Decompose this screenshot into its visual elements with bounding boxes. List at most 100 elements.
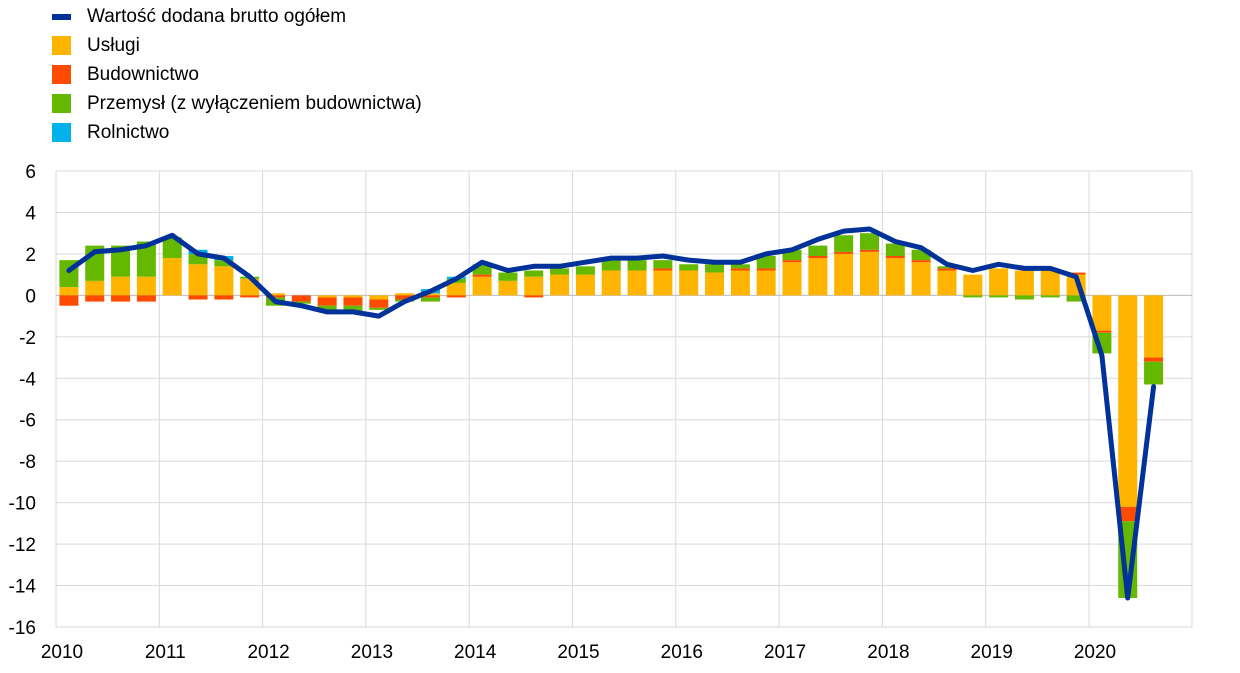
legend-color-swatch (52, 123, 71, 142)
bar-segment (1014, 270, 1034, 296)
bar-segment (575, 274, 595, 296)
bar-segment (317, 295, 337, 298)
bar-segment (1066, 295, 1086, 302)
bar-segment (859, 249, 879, 252)
x-tick-label: 2010 (41, 642, 83, 663)
x-tick-label: 2011 (145, 642, 186, 663)
bar-segment (188, 295, 208, 300)
bar-segment (472, 276, 492, 296)
bar-segment (136, 276, 156, 296)
y-tick-label: -4 (19, 369, 36, 390)
bar-segment (834, 235, 854, 252)
bar-segment (1040, 270, 1060, 296)
bar-segment (937, 270, 957, 296)
bar-segment (395, 293, 415, 296)
bar-segment (1144, 357, 1164, 362)
bar-segment (266, 293, 286, 296)
x-tick-label: 2015 (557, 642, 599, 663)
bar-segment (989, 268, 1009, 296)
bar-segment (111, 245, 131, 277)
legend-color-swatch (52, 65, 71, 84)
bar-segment (808, 258, 828, 296)
plot-frame (55, 170, 1193, 628)
legend-color-swatch (52, 36, 71, 55)
bar-segment (989, 295, 1009, 298)
bar-segment (291, 301, 311, 304)
bar-segment (963, 295, 983, 298)
bar-segment (188, 264, 208, 296)
bar-segment (136, 295, 156, 302)
bar-segment (937, 268, 957, 271)
total-value-added-line (66, 226, 1157, 601)
bar-segment (834, 251, 854, 254)
bar-segment (1118, 295, 1138, 507)
legend-label: Rolnictwo (87, 121, 170, 143)
x-tick-label: 2013 (351, 642, 393, 663)
legend-color-swatch (52, 94, 71, 113)
bar-segment (782, 249, 802, 261)
bar-segment (1066, 272, 1086, 275)
bar-segment (911, 262, 931, 296)
bar-segment (730, 268, 750, 271)
bar-segment (601, 260, 621, 271)
y-tick-label: -12 (9, 535, 36, 556)
bar-segment (214, 260, 234, 267)
x-tick-label: 2012 (247, 642, 289, 663)
bar-segment (679, 270, 699, 296)
bar-segment (885, 255, 905, 259)
bar-segment (369, 295, 389, 300)
bar-segment (214, 295, 234, 300)
bar-segment (679, 264, 699, 271)
y-tick-label: 4 (25, 203, 36, 224)
bar-segment (705, 272, 725, 296)
bar-segment (420, 293, 440, 296)
y-tick-label: 2 (25, 245, 36, 266)
bar-segment (911, 249, 931, 261)
legend-label: Przemysł (z wyłączeniem budownictwa) (87, 92, 422, 114)
bar-segment (524, 270, 544, 277)
bar-segment (575, 266, 595, 275)
bar-segment (627, 270, 647, 296)
legend-label: Budownictwo (87, 63, 199, 85)
legend-item-services: Usługi (52, 31, 422, 60)
bar-segment (1040, 295, 1060, 298)
legend-item-industry: Przemysł (z wyłączeniem budownictwa) (52, 89, 422, 118)
bar-segment (343, 297, 363, 306)
bar-segment (653, 268, 673, 271)
bar-segment (756, 270, 776, 296)
bar-segment (291, 295, 311, 302)
bar-segment (524, 276, 544, 296)
bar-segment (627, 260, 647, 271)
bar-segment (834, 253, 854, 296)
bar-segment (782, 260, 802, 263)
bar-segment (214, 266, 234, 296)
bar-segment (420, 297, 440, 302)
legend-line-swatch (52, 13, 71, 20)
bar-segment (653, 260, 673, 269)
bar-segment (498, 272, 518, 281)
bar-segment (472, 274, 492, 277)
x-tick-label: 2017 (764, 642, 806, 663)
chart-legend: Wartość dodana brutto ogółem Usługi Budo… (52, 2, 422, 147)
y-tick-label: -14 (9, 577, 37, 598)
bar-segment (85, 295, 105, 302)
bar-segment (343, 295, 363, 298)
bar-segment (550, 268, 570, 275)
bar-segment (911, 260, 931, 263)
bar-segment (859, 233, 879, 250)
bar-segment (885, 243, 905, 256)
bar-segment (1144, 295, 1164, 358)
bar-segment (808, 255, 828, 259)
y-tick-label: -16 (9, 618, 36, 639)
bar-segment (730, 270, 750, 296)
x-tick-label: 2019 (971, 642, 1013, 663)
x-tick-label: 2016 (661, 642, 703, 663)
bar-segment (601, 270, 621, 296)
bar-segment (808, 245, 828, 256)
legend-item-total: Wartość dodana brutto ogółem (52, 2, 422, 31)
bar-segment (266, 295, 286, 298)
y-tick-label: -2 (19, 328, 36, 349)
legend-label: Wartość dodana brutto ogółem (87, 5, 347, 27)
bar-segment (1092, 330, 1112, 333)
